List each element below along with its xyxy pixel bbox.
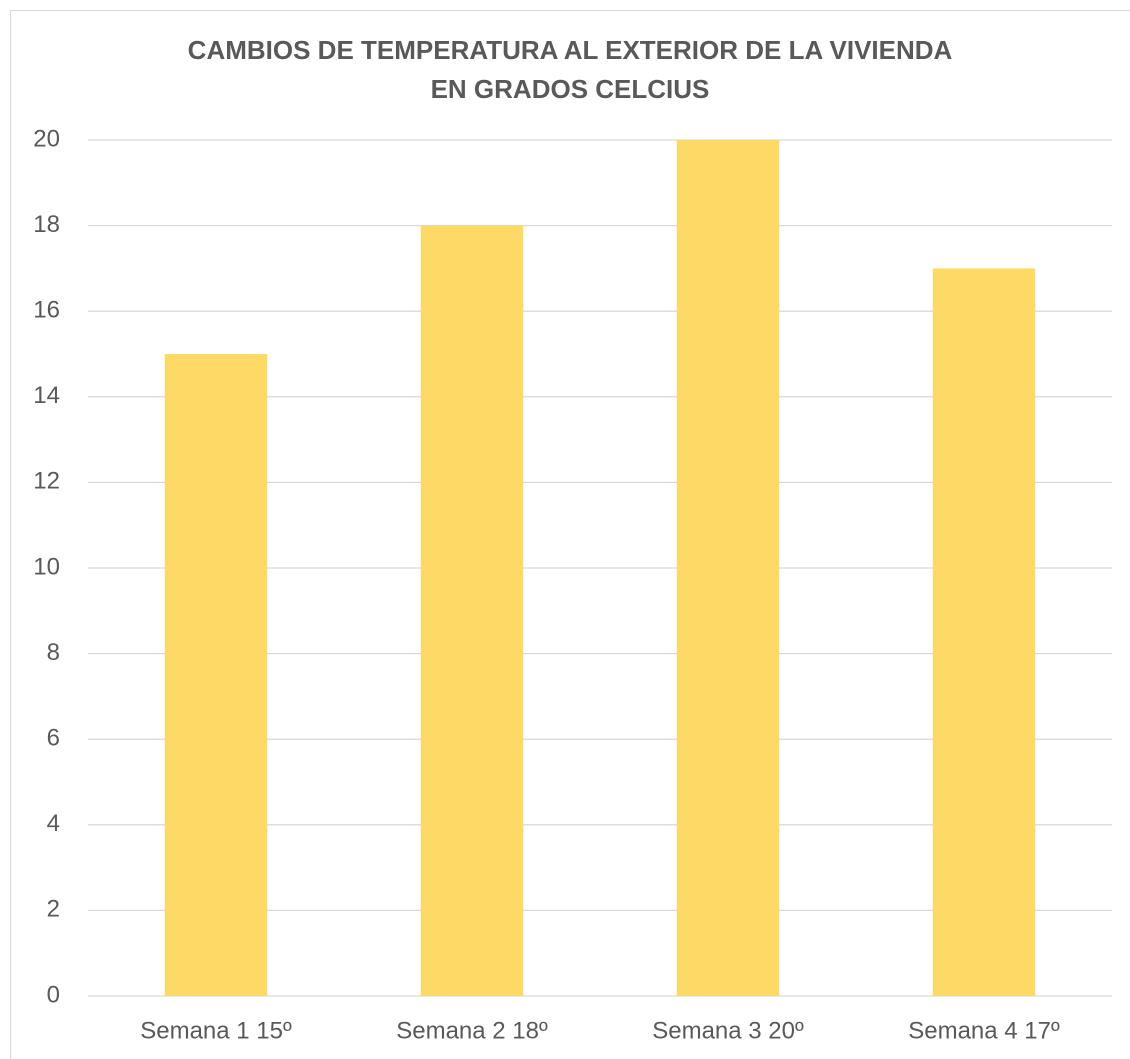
bar (164, 354, 268, 996)
y-tick-label: 14 (33, 382, 60, 409)
chart-title: CAMBIOS DE TEMPERATURA AL EXTERIOR DE LA… (187, 35, 953, 104)
x-tick-label: Semana 4 17º (908, 1017, 1060, 1044)
y-tick-label: 10 (33, 553, 60, 580)
y-tick-label: 16 (33, 297, 60, 324)
chart-frame (10, 10, 1130, 1059)
y-tick-label: 0 (47, 981, 60, 1008)
bar (420, 225, 524, 997)
y-tick-label: 2 (47, 896, 60, 923)
y-tick-label: 18 (33, 211, 60, 238)
y-tick-label: 8 (47, 639, 60, 666)
x-tick-label: Semana 1 15º (140, 1017, 292, 1044)
y-tick-label: 6 (47, 725, 60, 752)
x-tick-label: Semana 3 20º (652, 1017, 804, 1044)
y-tick-label: 4 (47, 810, 60, 837)
x-tick-label: Semana 2 18º (396, 1017, 548, 1044)
y-tick-label: 12 (33, 468, 60, 495)
bar (676, 140, 780, 996)
y-tick-label: 20 (33, 125, 60, 152)
bar (932, 268, 1036, 996)
